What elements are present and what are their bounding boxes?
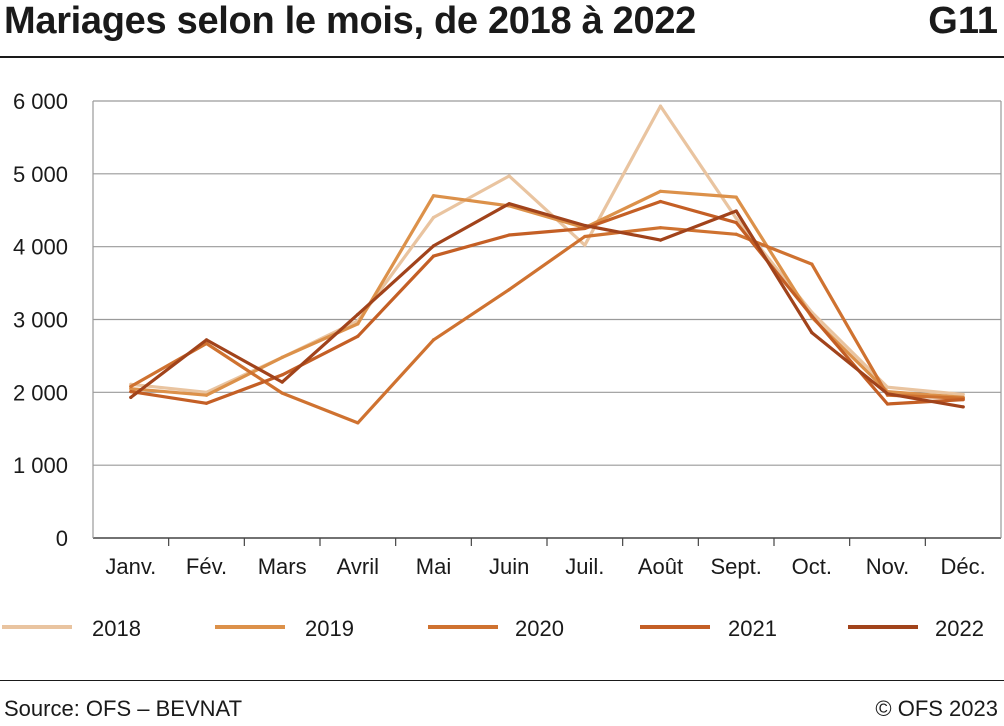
data-point-2022 xyxy=(356,312,360,317)
y-tick-labels: 0 1 000 2 000 3 000 4 000 5 000 6 000 xyxy=(13,89,68,551)
series-layer xyxy=(129,104,965,425)
x-tick-label: Juin xyxy=(489,554,529,579)
data-point-2018 xyxy=(961,392,965,397)
legend-label-2020: 2020 xyxy=(515,616,564,641)
y-tick-label: 6 000 xyxy=(13,89,68,114)
data-point-2022 xyxy=(507,202,511,206)
data-point-2021 xyxy=(204,401,209,405)
x-tick-label: Fév. xyxy=(186,554,227,579)
y-tick-label: 4 000 xyxy=(13,235,68,260)
legend-label-2022: 2022 xyxy=(935,616,984,641)
data-point-2019 xyxy=(280,355,284,359)
data-point-2020 xyxy=(280,391,284,395)
bottom-rule xyxy=(0,680,1004,681)
data-point-2022 xyxy=(961,405,965,409)
data-point-2020 xyxy=(658,226,663,230)
data-point-2020 xyxy=(507,288,511,292)
data-point-2018 xyxy=(583,243,587,247)
legend: 2018 2019 2020 2021 2022 xyxy=(2,616,984,641)
data-point-2020 xyxy=(431,338,436,342)
series-line-2022 xyxy=(129,202,965,409)
data-point-2021 xyxy=(431,254,436,258)
data-point-2022 xyxy=(583,223,587,228)
data-point-2022 xyxy=(885,392,890,396)
data-point-2021 xyxy=(885,402,890,406)
data-point-2021 xyxy=(961,398,965,402)
data-point-2020 xyxy=(583,234,587,239)
x-tick-label: Déc. xyxy=(941,554,986,579)
legend-label-2021: 2021 xyxy=(728,616,777,641)
x-tick-label: Mars xyxy=(258,554,307,579)
data-point-2022 xyxy=(734,209,738,213)
data-point-2022 xyxy=(129,395,133,400)
chart-code: G11 xyxy=(928,0,998,42)
y-tick-label: 0 xyxy=(56,526,68,551)
data-point-2018 xyxy=(431,215,436,220)
data-point-2018 xyxy=(507,174,511,178)
data-point-2020 xyxy=(734,232,738,236)
data-point-2022 xyxy=(810,331,814,335)
data-point-2022 xyxy=(204,338,209,342)
legend-label-2018: 2018 xyxy=(92,616,141,641)
data-point-2018 xyxy=(658,104,663,108)
data-point-2020 xyxy=(129,384,133,389)
y-tick-label: 2 000 xyxy=(13,380,68,405)
top-rule xyxy=(0,56,1004,58)
data-point-2021 xyxy=(280,373,284,377)
data-point-2019 xyxy=(431,194,436,198)
data-point-2021 xyxy=(583,226,587,231)
copyright-note: © OFS 2023 xyxy=(875,696,998,721)
data-point-2021 xyxy=(658,199,663,204)
data-point-2020 xyxy=(810,262,814,266)
data-point-2021 xyxy=(734,221,738,225)
data-point-2021 xyxy=(356,334,360,338)
data-point-2022 xyxy=(658,238,663,242)
data-point-2021 xyxy=(810,314,814,318)
data-point-2019 xyxy=(356,322,360,326)
data-point-2020 xyxy=(356,421,360,425)
series-line-2018 xyxy=(129,104,965,397)
page-title: Mariages selon le mois, de 2018 à 2022 xyxy=(4,0,696,42)
grid-layer xyxy=(92,100,1002,546)
data-point-2022 xyxy=(431,244,436,248)
data-point-2021 xyxy=(507,233,511,237)
x-tick-label: Sept. xyxy=(710,554,761,579)
data-point-2022 xyxy=(280,380,284,384)
y-tick-label: 3 000 xyxy=(13,308,68,333)
x-tick-label: Mai xyxy=(416,554,451,579)
source-note: Source: OFS – BEVNAT xyxy=(4,696,243,721)
data-point-2020 xyxy=(204,341,209,346)
data-point-2018 xyxy=(734,216,738,220)
data-point-2018 xyxy=(885,385,890,389)
data-point-2019 xyxy=(204,393,209,397)
x-tick-labels: Janv. Fév. Mars Avril Mai Juin Juil. Août Sept. O… xyxy=(105,554,985,579)
x-tick-label: Janv. xyxy=(105,554,156,579)
x-tick-label: Nov. xyxy=(866,554,910,579)
y-tick-label: 1 000 xyxy=(13,453,68,478)
series-line-2020 xyxy=(129,226,965,425)
x-tick-label: Avril xyxy=(337,554,379,579)
data-point-2021 xyxy=(129,390,133,394)
legend-label-2019: 2019 xyxy=(305,616,354,641)
series-line-2021 xyxy=(129,199,965,406)
x-tick-label: Août xyxy=(638,554,683,579)
x-tick-label: Oct. xyxy=(792,554,832,579)
data-point-2019 xyxy=(734,195,738,199)
y-tick-label: 5 000 xyxy=(13,162,68,187)
x-tick-label: Juil. xyxy=(565,554,604,579)
data-point-2019 xyxy=(658,189,663,193)
